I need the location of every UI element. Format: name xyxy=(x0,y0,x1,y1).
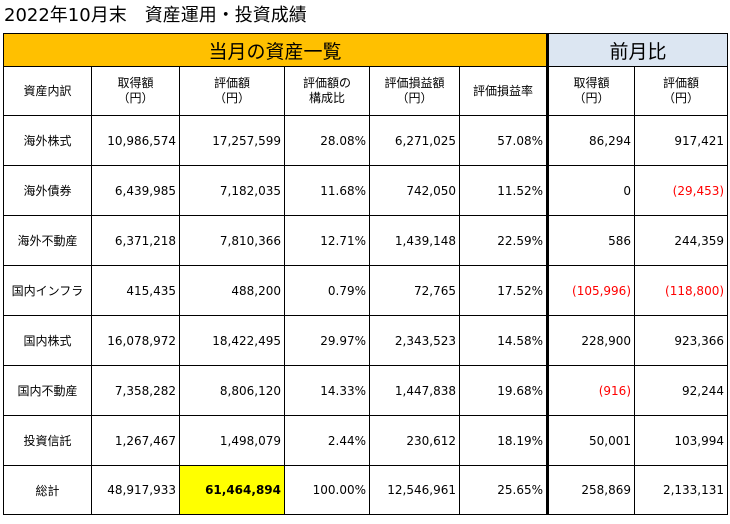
cell-acquisition: 10,986,574 xyxy=(91,115,180,166)
cell-prev-valuation: (29,453) xyxy=(634,165,729,216)
cell-acquisition: 7,358,282 xyxy=(91,365,180,416)
cell-category: 海外債券 xyxy=(3,165,92,216)
header-acquisition: 取得額 （円） xyxy=(91,66,180,116)
table-row: 国内インフラ 415,435 488,200 0.79% 72,765 17.52% (10… xyxy=(3,265,729,316)
page-title: 2022年10月末 資産運用・投資成績 xyxy=(4,5,307,26)
previous-month-band: 前月比 xyxy=(547,33,729,67)
cell-prev-acquisition: 586 xyxy=(547,215,636,266)
cell-pl-amount: 1,447,838 xyxy=(369,365,460,416)
cell-pl-rate: 17.52% xyxy=(458,265,550,316)
cell-category: 国内不動産 xyxy=(3,365,92,416)
cell-pl-rate: 57.08% xyxy=(458,115,550,166)
cell-prev-valuation: (118,800) xyxy=(634,265,729,316)
cell-pl-rate: 25.65% xyxy=(458,465,550,515)
cell-pl-rate: 14.58% xyxy=(458,315,550,366)
cell-pl-amount: 230,612 xyxy=(369,415,460,466)
cell-ratio: 28.08% xyxy=(284,115,370,166)
cell-valuation: 18,422,495 xyxy=(179,315,285,366)
cell-ratio: 100.00% xyxy=(284,465,370,515)
cell-acquisition: 48,917,933 xyxy=(91,465,180,515)
section-band-row: 当月の資産一覧 前月比 xyxy=(2,33,729,67)
cell-valuation: 1,498,079 xyxy=(179,415,285,466)
asset-table: 当月の資産一覧 前月比 資産内訳 取得額 （円） 評価額 （円） 評価額の 構成比 評価… xyxy=(2,33,729,515)
cell-ratio: 0.79% xyxy=(284,265,370,316)
table-row: 海外不動産 6,371,218 7,810,366 12.71% 1,439,148 22… xyxy=(3,215,729,266)
cell-prev-acquisition: (105,996) xyxy=(547,265,636,316)
cell-valuation: 7,810,366 xyxy=(179,215,285,266)
cell-prev-valuation: 103,994 xyxy=(634,415,729,466)
cell-pl-amount: 72,765 xyxy=(369,265,460,316)
cell-ratio: 29.97% xyxy=(284,315,370,366)
cell-pl-rate: 22.59% xyxy=(458,215,550,266)
cell-category: 投資信託 xyxy=(3,415,92,466)
table-row: 投資信託 1,267,467 1,498,079 2.44% 230,612 18.19%… xyxy=(3,415,729,466)
cell-valuation: 17,257,599 xyxy=(179,115,285,166)
cell-prev-valuation: 917,421 xyxy=(634,115,729,166)
cell-prev-acquisition: (916) xyxy=(547,365,636,416)
table-row: 国内株式 16,078,972 18,422,495 29.97% 2,343,523 1… xyxy=(3,315,729,366)
cell-category: 総計 xyxy=(3,465,92,515)
header-pl-rate: 評価損益率 xyxy=(458,66,550,116)
cell-pl-amount: 2,343,523 xyxy=(369,315,460,366)
cell-prev-valuation: 923,366 xyxy=(634,315,729,366)
header-pl-amount: 評価損益額 （円） xyxy=(369,66,460,116)
cell-ratio: 12.71% xyxy=(284,215,370,266)
total-row: 総計 48,917,933 61,464,894 100.00% 12,546,961 2… xyxy=(3,465,729,515)
cell-pl-amount: 6,271,025 xyxy=(369,115,460,166)
cell-prev-acquisition: 0 xyxy=(547,165,636,216)
cell-prev-valuation: 2,133,131 xyxy=(634,465,729,515)
table-row: 国内不動産 7,358,282 8,806,120 14.33% 1,447,838 19… xyxy=(3,365,729,416)
header-ratio: 評価額の 構成比 xyxy=(284,66,370,116)
header-prev-valuation: 評価額 （円） xyxy=(634,66,729,116)
cell-valuation: 8,806,120 xyxy=(179,365,285,416)
cell-pl-amount: 742,050 xyxy=(369,165,460,216)
cell-category: 海外株式 xyxy=(3,115,92,166)
cell-valuation: 7,182,035 xyxy=(179,165,285,216)
table-row: 海外債券 6,439,985 7,182,035 11.68% 742,050 11.52… xyxy=(3,165,729,216)
cell-prev-valuation: 92,244 xyxy=(634,365,729,416)
cell-ratio: 14.33% xyxy=(284,365,370,416)
cell-acquisition: 16,078,972 xyxy=(91,315,180,366)
cell-acquisition: 6,371,218 xyxy=(91,215,180,266)
cell-ratio: 11.68% xyxy=(284,165,370,216)
header-prev-acquisition: 取得額 （円） xyxy=(547,66,636,116)
cell-valuation: 488,200 xyxy=(179,265,285,316)
cell-ratio: 2.44% xyxy=(284,415,370,466)
header-valuation: 評価額 （円） xyxy=(179,66,285,116)
cell-pl-amount: 1,439,148 xyxy=(369,215,460,266)
cell-pl-rate: 19.68% xyxy=(458,365,550,416)
header-category: 資産内訳 xyxy=(3,66,92,116)
cell-prev-valuation: 244,359 xyxy=(634,215,729,266)
cell-prev-acquisition: 258,869 xyxy=(547,465,636,515)
total-valuation-highlight: 61,464,894 xyxy=(179,465,285,515)
cell-prev-acquisition: 228,900 xyxy=(547,315,636,366)
cell-category: 国内株式 xyxy=(3,315,92,366)
cell-prev-acquisition: 50,001 xyxy=(547,415,636,466)
cell-prev-acquisition: 86,294 xyxy=(547,115,636,166)
cell-acquisition: 1,267,467 xyxy=(91,415,180,466)
cell-acquisition: 6,439,985 xyxy=(91,165,180,216)
cell-category: 国内インフラ xyxy=(3,265,92,316)
table-row: 海外株式 10,986,574 17,257,599 28.08% 6,271,025 5… xyxy=(3,115,729,166)
cell-category: 海外不動産 xyxy=(3,215,92,266)
cell-acquisition: 415,435 xyxy=(91,265,180,316)
current-month-band: 当月の資産一覧 xyxy=(2,33,550,67)
cell-pl-amount: 12,546,961 xyxy=(369,465,460,515)
cell-pl-rate: 18.19% xyxy=(458,415,550,466)
cell-pl-rate: 11.52% xyxy=(458,165,550,216)
header-row: 資産内訳 取得額 （円） 評価額 （円） 評価額の 構成比 評価損益額 （円） 評価損益率… xyxy=(3,66,729,116)
